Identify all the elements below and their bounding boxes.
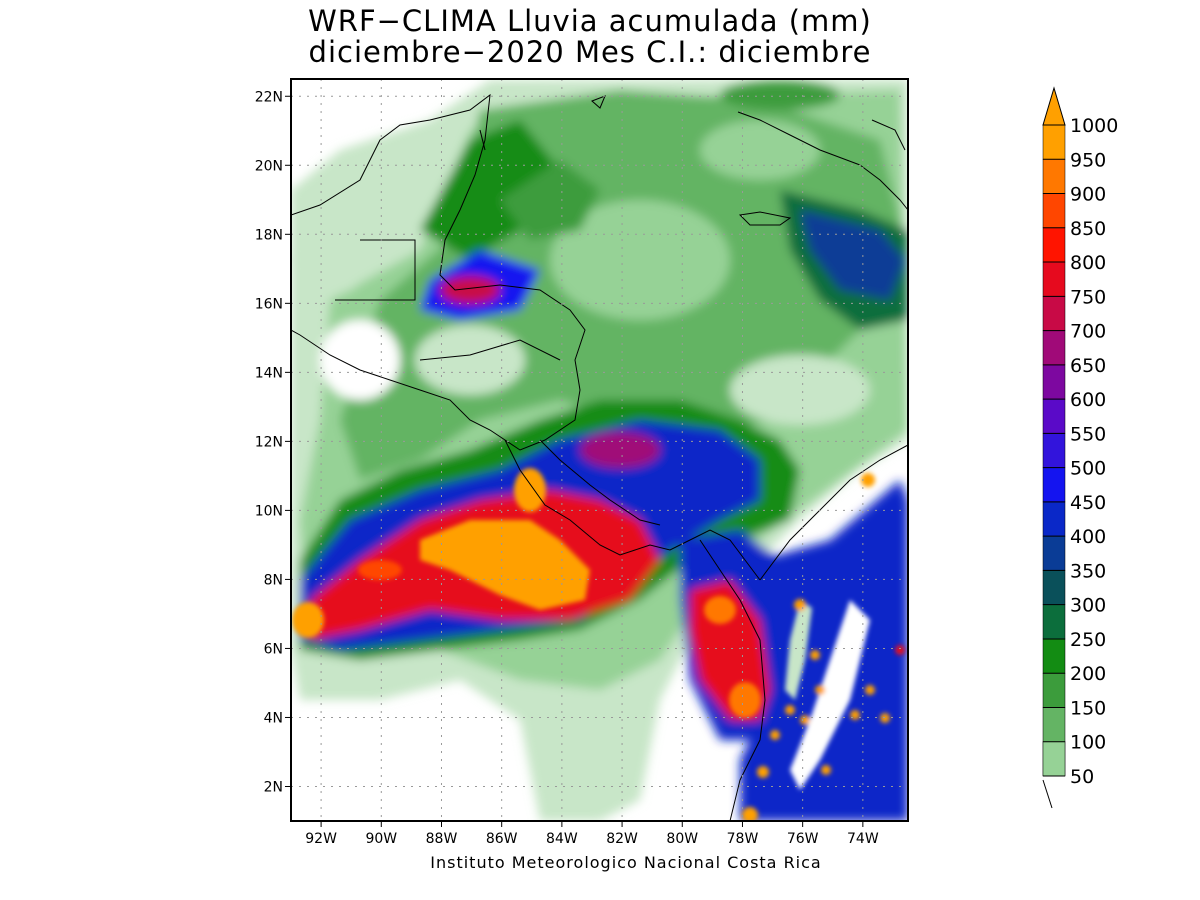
colorbar-swatch [1042, 330, 1066, 366]
map-subtitle: diciembre−2020 Mes C.I.: diciembre [308, 35, 872, 69]
colorbar-level-label: 1000 [1070, 115, 1118, 137]
colorbar-level-label: 850 [1070, 218, 1106, 240]
lat-tick-label: 2N [264, 779, 283, 795]
colorbar-swatch [1042, 124, 1066, 160]
colorbar-level-label: 500 [1070, 458, 1106, 480]
lon-tick-label: 82W [606, 831, 638, 847]
precipitation-field [291, 79, 908, 821]
lat-tick-label: 18N [255, 227, 283, 243]
lat-tick-label: 20N [255, 158, 283, 174]
colorbar-swatch [1042, 227, 1066, 263]
colorbar-swatch [1042, 672, 1066, 708]
colorbar-swatch [1042, 398, 1066, 434]
colorbar-level-label: 300 [1070, 595, 1106, 617]
lat-tick-label: 8N [264, 572, 283, 588]
colorbar-swatch [1042, 501, 1066, 537]
colorbar-level-label: 600 [1070, 389, 1106, 411]
lon-tick-label: 92W [305, 831, 337, 847]
lon-tick-label: 84W [546, 831, 578, 847]
colorbar-level-label: 950 [1070, 149, 1106, 171]
colorbar-swatch [1042, 467, 1066, 503]
colorbar-level-label: 400 [1070, 526, 1106, 548]
lon-tick-label: 78W [727, 831, 759, 847]
lon-tick-label: 74W [847, 831, 879, 847]
coastlines [291, 93, 908, 821]
colorbar-swatch [1042, 570, 1066, 605]
colorbar-level-label: 550 [1070, 423, 1106, 445]
colorbar-level-label: 50 [1070, 766, 1094, 788]
colorbar-swatch [1042, 604, 1066, 640]
lon-tick-label: 88W [426, 831, 458, 847]
colorbar-level-label: 650 [1070, 355, 1106, 377]
lat-tick-label: 4N [264, 710, 283, 726]
colorbar-swatch [1042, 433, 1066, 468]
lat-tick-label: 6N [264, 641, 283, 657]
lon-tick-label: 80W [666, 831, 698, 847]
colorbar-swatch [1042, 193, 1066, 229]
colorbar-level-label: 100 [1070, 732, 1106, 754]
institution-credit: Instituto Meteorologico Nacional Costa R… [430, 853, 822, 872]
colorbar: 50 100 150 200 250 300 350 400 450 500 550 600 650 70… [1042, 86, 1118, 809]
colorbar-level-label: 150 [1070, 697, 1106, 719]
colorbar-level-label: 900 [1070, 184, 1106, 206]
colorbar-swatch [1042, 296, 1066, 331]
lat-tick-label: 10N [255, 503, 283, 519]
colorbar-level-label: 350 [1070, 560, 1106, 582]
colorbar-level-label: 750 [1070, 286, 1106, 308]
colorbar-swatch [1042, 535, 1066, 571]
colorbar-swatch [1042, 741, 1066, 777]
lat-tick-label: 12N [255, 434, 283, 450]
map-title: WRF−CLIMA Lluvia acumulada (mm) [308, 4, 872, 38]
colorbar-level-label: 200 [1070, 663, 1106, 685]
colorbar-level-label: 250 [1070, 629, 1106, 651]
lon-tick-label: 76W [787, 831, 819, 847]
map-frame [290, 78, 909, 822]
colorbar-level-label: 700 [1070, 321, 1106, 343]
colorbar-swatch [1042, 707, 1066, 742]
colorbar-lower-tick [1042, 779, 1053, 809]
lon-tick-label: 86W [486, 831, 518, 847]
colorbar-swatch [1042, 159, 1066, 194]
colorbar-swatch [1042, 638, 1066, 674]
colorbar-level-label: 800 [1070, 252, 1106, 274]
lat-tick-label: 16N [255, 296, 283, 312]
lon-tick-label: 90W [365, 831, 397, 847]
longitude-axis: 92W 90W 88W 86W 84W 82W 80W 78W 76W 74W [305, 821, 879, 847]
lat-tick-label: 22N [255, 89, 283, 105]
latitude-axis: 22N 20N 18N 16N 14N 12N 10N 8N 6N 4N 2N [255, 89, 291, 795]
colorbar-swatch [1042, 261, 1066, 297]
lat-tick-label: 14N [255, 365, 283, 381]
colorbar-extend-arrow [1042, 86, 1066, 126]
colorbar-level-label: 450 [1070, 492, 1106, 514]
colorbar-swatch [1042, 364, 1066, 400]
